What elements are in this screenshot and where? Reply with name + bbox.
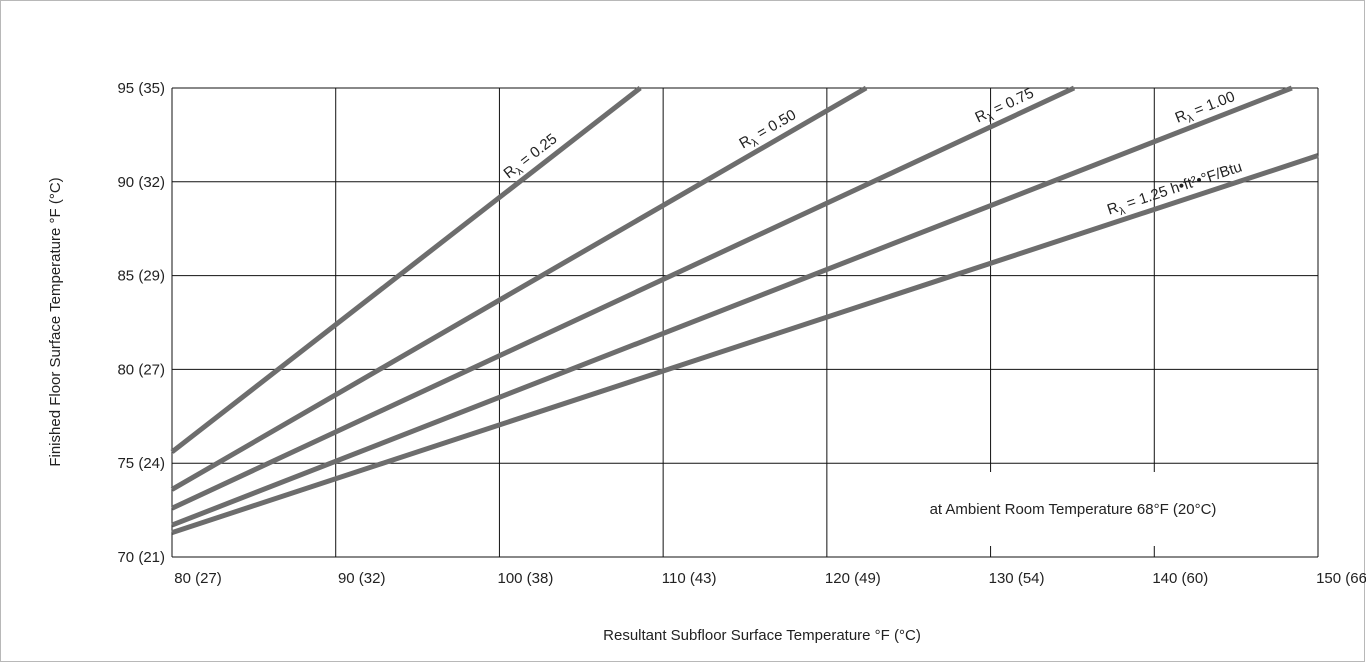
y-tick-label-0: 70 (21) <box>117 549 165 566</box>
y-axis-ticks: 70 (21) 75 (24) 80 (27) 85 (29) 90 (32) 95 (3… <box>117 80 165 566</box>
x-tick-label-6: 140 (60) <box>1152 570 1208 587</box>
x-tick-label-1: 90 (32) <box>338 570 386 587</box>
x-tick-label-5: 130 (54) <box>989 570 1045 587</box>
x-axis-ticks: 80 (27) 90 (32) 100 (38) 110 (43) 120 (49) 13… <box>174 570 1366 587</box>
series-lines <box>170 85 1319 535</box>
y-tick-label-4: 90 (32) <box>117 174 165 191</box>
series-line-2 <box>170 85 1076 511</box>
series-line-3 <box>171 85 1293 528</box>
y-tick-label-1: 75 (24) <box>117 455 165 472</box>
x-tick-label-3: 110 (43) <box>662 570 717 587</box>
x-tick-label-7: 150 (66) <box>1316 570 1366 587</box>
y-tick-label-2: 80 (27) <box>117 361 165 378</box>
series-line-0 <box>170 86 642 454</box>
x-tick-label-0: 80 (27) <box>174 570 222 587</box>
ambient-annotation: at Ambient Room Temperature 68°F (20°C) <box>930 501 1217 518</box>
x-axis-label: Resultant Subfloor Surface Temperature °… <box>603 627 921 644</box>
x-tick-label-2: 100 (38) <box>497 570 553 587</box>
grid <box>171 87 1319 558</box>
x-tick-label-4: 120 (49) <box>825 570 881 587</box>
y-axis-label: Finished Floor Surface Temperature °F (°… <box>47 177 64 466</box>
y-tick-label-3: 85 (29) <box>117 268 165 285</box>
series-line-1 <box>170 85 868 492</box>
series-line-4 <box>171 153 1319 535</box>
y-tick-label-5: 95 (35) <box>117 80 165 97</box>
annotation-box <box>858 472 1284 546</box>
